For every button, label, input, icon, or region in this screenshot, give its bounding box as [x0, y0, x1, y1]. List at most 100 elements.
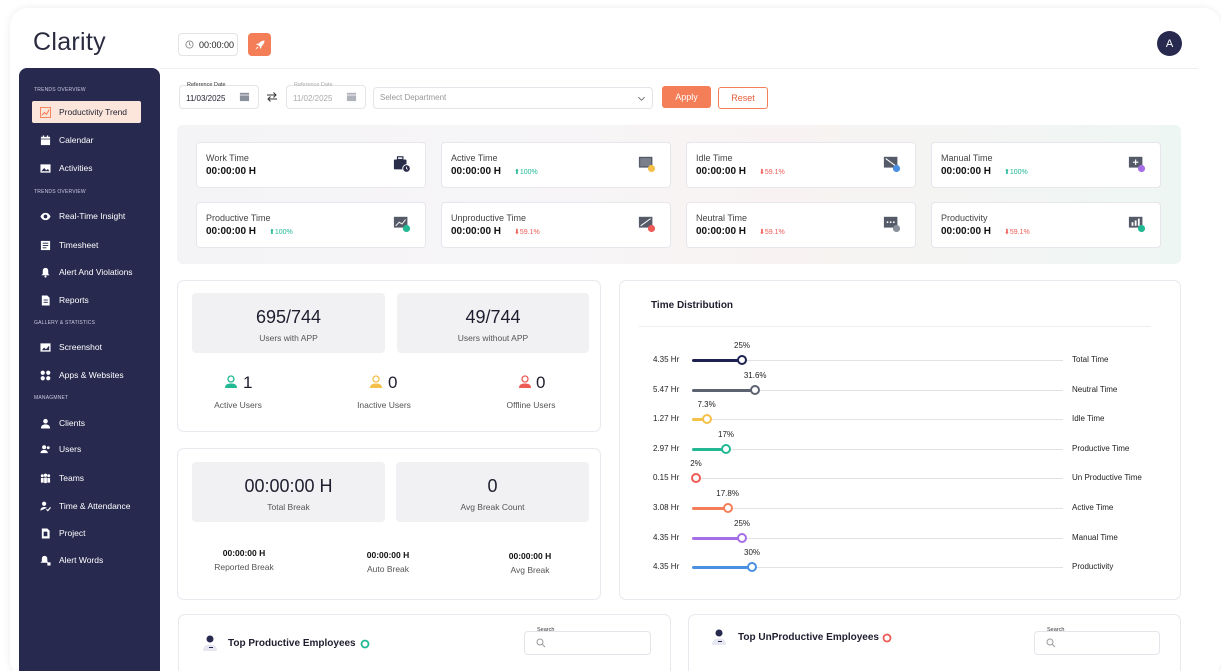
sidebar-item-activities[interactable]: Activities: [32, 157, 141, 179]
project-icon: [41, 527, 50, 539]
chevron-down-icon[interactable]: [637, 94, 646, 103]
sidebar-item-timesheet[interactable]: Timesheet: [32, 234, 141, 256]
active-users-label: Active Users: [214, 400, 262, 410]
calendar-icon[interactable]: [346, 91, 357, 102]
reset-button[interactable]: Reset: [718, 87, 768, 109]
rocket-icon: [255, 40, 264, 49]
td-percent: 17.8%: [716, 489, 739, 498]
sidebar: TRENDS OVERVIEW Productivity Trend Calen…: [19, 68, 160, 671]
td-percent: 2%: [690, 459, 702, 468]
metric-value: 00:00:00 H: [696, 166, 747, 177]
td-bar: [692, 507, 728, 510]
metric-title: Unproductive Time: [451, 213, 527, 223]
sidebar-item-apps-websites[interactable]: Apps & Websites: [32, 364, 141, 386]
metric-card-productive-time[interactable]: Productive Time 00:00:00 H ⬆100%: [196, 202, 426, 248]
sidebar-item-label: Clients: [59, 418, 85, 428]
sidebar-item-label: Time & Attendance: [59, 501, 131, 511]
swap-icon[interactable]: [266, 91, 278, 103]
td-label: Productivity: [1072, 562, 1114, 571]
total-break-label: Total Break: [267, 502, 310, 512]
td-bar: [692, 448, 726, 451]
metric-value: 00:00:00 H: [206, 166, 257, 177]
td-hours: 5.47 Hr: [653, 385, 680, 394]
td-bar: [692, 389, 756, 392]
sidebar-item-label: Users: [59, 444, 82, 454]
monitor-active-icon: [638, 156, 656, 173]
breaks-panel: 00:00:00 H Total Break 0 Avg Break Count…: [177, 448, 601, 600]
reference-date-field[interactable]: [179, 85, 259, 109]
metric-card-idle-time[interactable]: Idle Time 00:00:00 H ⬇59.1%: [686, 142, 916, 188]
top-unproductive-title: Top UnProductive Employees: [738, 632, 879, 643]
metric-change-value: 59.1%: [764, 229, 785, 236]
sidebar-item-time-attendance[interactable]: Time & Attendance: [32, 495, 141, 517]
calendar-icon[interactable]: [239, 91, 250, 102]
td-hours: 4.35 Hr: [653, 355, 680, 364]
metric-value: 00:00:00 H: [206, 226, 257, 237]
td-hours: 2.97 Hr: [653, 444, 680, 453]
sidebar-item-label: Teams: [59, 473, 85, 483]
metric-value: 00:00:00 H: [696, 226, 747, 237]
header-divider: [160, 68, 1198, 69]
search-input[interactable]: [1034, 631, 1160, 655]
td-label: Total Time: [1072, 355, 1109, 364]
metric-card-manual-time[interactable]: Manual Time 00:00:00 H ⬆100%: [931, 142, 1161, 188]
avg-break-count-value: 0: [487, 476, 498, 496]
td-bar: [692, 566, 752, 569]
metric-card-unproductive-time[interactable]: Unproductive Time 00:00:00 H ⬇59.1%: [441, 202, 671, 248]
sidebar-item-label: Real-Time Insight: [59, 211, 126, 221]
sidebar-item-alert-and-violations[interactable]: Alert And Violations: [32, 261, 141, 283]
search-input[interactable]: [524, 631, 651, 655]
rocket-button[interactable]: [248, 33, 271, 56]
td-percent: 31.6%: [743, 371, 767, 380]
sidebar-item-clients[interactable]: Clients: [32, 412, 141, 434]
sidebar-section-management: MANAGMNET: [34, 395, 69, 401]
td-bar: [692, 537, 742, 540]
td-hours: 3.08 Hr: [653, 503, 680, 512]
avatar[interactable]: A: [1157, 31, 1182, 56]
sidebar-item-alert-words[interactable]: Alert Words: [32, 549, 141, 571]
users-panel: 695/744 Users with APP 49/744 Users with…: [177, 280, 601, 432]
auto-break-label: Auto Break: [366, 564, 410, 574]
sidebar-item-project[interactable]: Project: [32, 522, 141, 544]
department-placeholder: Select Department: [380, 93, 447, 102]
metric-title: Manual Time: [941, 153, 993, 163]
metric-change-value: 100%: [274, 229, 293, 236]
apply-button[interactable]: Apply: [662, 86, 711, 108]
sidebar-item-productivity-trend[interactable]: Productivity Trend: [32, 101, 141, 123]
reported-break-label: Reported Break: [214, 562, 274, 572]
top-productive-title: Top Productive Employees: [228, 638, 356, 649]
sidebar-item-label: Apps & Websites: [59, 370, 124, 380]
timer-value: 00:00:00: [199, 39, 235, 50]
metric-value: 00:00:00 H: [941, 226, 992, 237]
td-track: [692, 449, 1063, 450]
sidebar-item-users[interactable]: Users: [32, 438, 141, 460]
department-select[interactable]: [373, 87, 653, 109]
td-bar: [692, 359, 742, 362]
calendar-icon: [40, 134, 51, 145]
inactive-user-icon: [370, 375, 382, 388]
metric-change: ⬇59.1%: [759, 169, 785, 176]
users-without-app-count: 49/744: [465, 307, 521, 327]
timer-display[interactable]: 00:00:00: [178, 33, 238, 56]
users-without-app-label: Users without APP: [457, 333, 529, 343]
metric-value: 00:00:00 H: [451, 166, 502, 177]
sidebar-item-teams[interactable]: Teams: [32, 467, 141, 489]
productive-icon: [393, 216, 411, 233]
td-knob: [747, 562, 757, 572]
metric-card-neutral-time[interactable]: Neutral Time 00:00:00 H ⬇59.1%: [686, 202, 916, 248]
search-icon: [1046, 638, 1056, 648]
td-hours: 0.15 Hr: [653, 473, 680, 482]
sidebar-item-calendar[interactable]: Calendar: [32, 129, 141, 151]
metric-card-active-time[interactable]: Active Time 00:00:00 H ⬆100%: [441, 142, 671, 188]
sidebar-section-trends: TRENDS OVERVIEW: [34, 87, 86, 93]
sidebar-item-real-time-insight[interactable]: Real-Time Insight: [32, 205, 141, 227]
td-label: Manual Time: [1072, 533, 1118, 542]
td-track: [692, 478, 1063, 479]
metric-card-work-time[interactable]: Work Time 00:00:00 H: [196, 142, 426, 188]
metric-card-productivity[interactable]: Productivity 00:00:00 H ⬇59.1%: [931, 202, 1161, 248]
sidebar-item-reports[interactable]: Reports: [32, 289, 141, 311]
status-ring-icon: [882, 633, 892, 643]
metric-change-value: 59.1%: [1009, 229, 1030, 236]
sidebar-item-screenshot[interactable]: Screenshot: [32, 336, 141, 358]
neutral-icon: [883, 216, 901, 233]
